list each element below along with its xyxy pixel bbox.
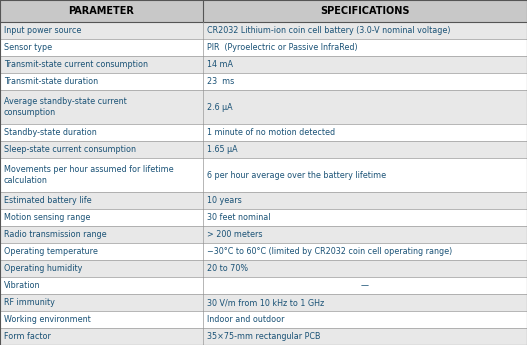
Text: 30 V/m from 10 kHz to 1 GHz: 30 V/m from 10 kHz to 1 GHz [207,298,324,307]
Text: Sensor type: Sensor type [4,43,52,52]
Text: 35×75-mm rectangular PCB: 35×75-mm rectangular PCB [207,332,320,341]
Text: Input power source: Input power source [4,26,81,35]
Text: Transmit-state duration: Transmit-state duration [4,77,98,86]
Text: RF immunity: RF immunity [4,298,55,307]
Bar [0,56,527,73]
Bar [0,141,527,158]
Text: Estimated battery life: Estimated battery life [4,196,92,205]
Bar [0,192,527,209]
Text: Average standby-state current
consumption: Average standby-state current consumptio… [4,97,127,117]
Text: Operating temperature: Operating temperature [4,247,98,256]
Bar [0,226,527,243]
Text: 1.65 μA: 1.65 μA [207,145,238,154]
Text: Working environment: Working environment [4,315,91,324]
Text: 6 per hour average over the battery lifetime: 6 per hour average over the battery life… [207,170,386,179]
Text: Indoor and outdoor: Indoor and outdoor [207,315,285,324]
Bar [0,209,527,226]
Bar [0,0,527,22]
Bar [0,260,527,277]
Text: Radio transmission range: Radio transmission range [4,230,106,239]
Text: 14 mA: 14 mA [207,60,233,69]
Text: Standby-state duration: Standby-state duration [4,128,97,137]
Text: Motion sensing range: Motion sensing range [4,213,90,222]
Text: −30°C to 60°C (limited by CR2032 coin cell operating range): −30°C to 60°C (limited by CR2032 coin ce… [207,247,452,256]
Text: 30 feet nominal: 30 feet nominal [207,213,270,222]
Bar [0,294,527,311]
Bar [0,311,527,328]
Text: 23  ms: 23 ms [207,77,234,86]
Bar [0,124,527,141]
Text: Operating humidity: Operating humidity [4,264,82,273]
Bar [0,158,527,192]
Text: 2.6 μA: 2.6 μA [207,102,232,111]
Text: CR2032 Lithium-ion coin cell battery (3.0-V nominal voltage): CR2032 Lithium-ion coin cell battery (3.… [207,26,451,35]
Bar [0,90,527,124]
Text: 1 minute of no motion detected: 1 minute of no motion detected [207,128,335,137]
Bar [0,39,527,56]
Bar [0,277,527,294]
Text: Form factor: Form factor [4,332,51,341]
Text: 10 years: 10 years [207,196,242,205]
Bar [0,22,527,39]
Text: 20 to 70%: 20 to 70% [207,264,248,273]
Text: PARAMETER: PARAMETER [69,6,134,16]
Text: PIR  (Pyroelectric or Passive InfraRed): PIR (Pyroelectric or Passive InfraRed) [207,43,357,52]
Text: Vibration: Vibration [4,281,41,290]
Text: SPECIFICATIONS: SPECIFICATIONS [320,6,409,16]
Bar [0,73,527,90]
Text: Movements per hour assumed for lifetime
calculation: Movements per hour assumed for lifetime … [4,165,173,186]
Text: > 200 meters: > 200 meters [207,230,262,239]
Text: Transmit-state current consumption: Transmit-state current consumption [4,60,148,69]
Text: Sleep-state current consumption: Sleep-state current consumption [4,145,136,154]
Bar [0,243,527,260]
Bar [0,328,527,345]
Text: —: — [361,281,369,290]
